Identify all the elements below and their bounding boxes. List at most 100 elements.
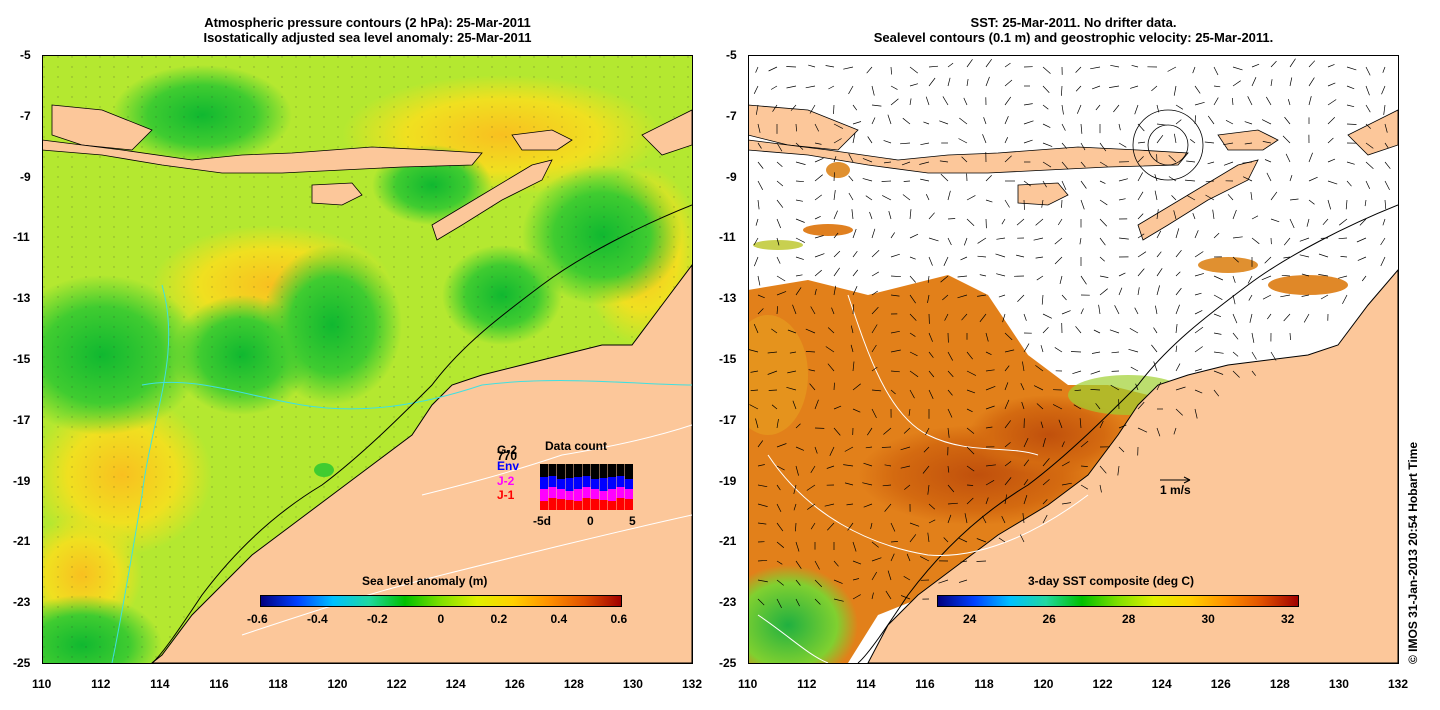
- left-title-line2: Isostatically adjusted sea level anomaly…: [203, 30, 532, 45]
- inset-bar-segment: [616, 487, 625, 498]
- velocity-vector: [1327, 99, 1337, 106]
- velocity-vector: [925, 194, 930, 201]
- velocity-vector: [1232, 66, 1243, 71]
- velocity-vector: [1267, 313, 1272, 320]
- velocity-vector: [1338, 218, 1348, 226]
- velocity-vector: [1137, 251, 1147, 258]
- velocity-vector: [795, 274, 803, 277]
- velocity-vector: [901, 161, 911, 166]
- velocity-vector: [1346, 85, 1355, 90]
- sealevel-contour: [847, 294, 1039, 456]
- inset-bar-segment: [540, 489, 548, 501]
- velocity-vector: [852, 228, 857, 239]
- velocity-vector: [833, 267, 840, 277]
- velocity-vector: [1365, 180, 1371, 189]
- velocity-vector: [776, 418, 779, 429]
- velocity-vector: [1128, 348, 1139, 353]
- y-axis-tick-label: -7: [20, 108, 31, 123]
- inset-bar-segment: [540, 477, 548, 489]
- velocity-vector: [947, 465, 950, 473]
- x-axis-tick-label: 122: [386, 677, 407, 691]
- velocity-vector: [1194, 101, 1205, 106]
- velocity-vector: [1004, 477, 1012, 486]
- x-axis-tick-label: 118: [268, 677, 288, 691]
- velocity-vector: [888, 211, 892, 220]
- velocity-vector: [1327, 64, 1335, 68]
- velocity-vector: [1099, 180, 1106, 184]
- velocity-vector: [1299, 254, 1310, 258]
- velocity-vector: [1156, 381, 1162, 391]
- velocity-vector: [1175, 363, 1181, 372]
- y-axis-tick-label: -23: [719, 595, 737, 610]
- scale-arrow-label: 1 m/s: [1160, 483, 1191, 497]
- velocity-vector: [1184, 179, 1196, 182]
- velocity-vector: [828, 85, 835, 90]
- velocity-vector: [1004, 116, 1009, 125]
- sst-map-panel[interactable]: [748, 55, 1398, 663]
- velocity-vector: [882, 484, 892, 487]
- velocity-vector: [1289, 198, 1299, 201]
- velocity-vector: [1156, 104, 1160, 113]
- velocity-vector: [848, 175, 854, 182]
- y-axis-tick-label: -19: [13, 473, 31, 488]
- sla-map-panel[interactable]: [42, 55, 692, 663]
- right-title: SST: 25-Mar-2011. No drifter data. Seale…: [746, 15, 1401, 45]
- velocity-vector: [1023, 343, 1030, 353]
- velocity-vector: [1109, 85, 1120, 88]
- timor-island: [431, 159, 553, 241]
- y-axis-tick-label: -21: [13, 534, 31, 549]
- sst-patch: [748, 315, 808, 435]
- velocity-vector: [881, 446, 892, 448]
- velocity-vector: [1175, 249, 1182, 258]
- velocity-vector: [985, 199, 993, 203]
- velocity-vector: [1194, 368, 1202, 372]
- inset-bar-segment: [548, 498, 557, 510]
- velocity-vector: [966, 427, 975, 434]
- velocity-vector: [1023, 437, 1029, 448]
- velocity-vector: [1075, 326, 1082, 334]
- velocity-vector: [805, 85, 816, 89]
- velocity-vector: [1023, 120, 1034, 125]
- velocity-vector: [1017, 294, 1025, 303]
- velocity-vector: [833, 560, 839, 567]
- velocity-vector: [1213, 85, 1221, 88]
- velocity-vector: [942, 96, 949, 106]
- velocity-vector: [1232, 332, 1239, 340]
- sst-fragment: [753, 240, 803, 250]
- velocity-vector: [1189, 139, 1196, 144]
- velocity-vector: [757, 275, 761, 286]
- velocity-vector: [1264, 256, 1272, 264]
- velocity-vector: [1194, 408, 1198, 419]
- inset-bar-segment: [599, 464, 608, 478]
- velocity-vector: [998, 294, 1006, 298]
- velocity-vector: [1061, 294, 1067, 301]
- velocity-vector: [1327, 137, 1334, 144]
- velocity-vector: [920, 178, 930, 182]
- velocity-vector: [1004, 349, 1015, 353]
- velocity-vector: [963, 97, 968, 106]
- velocity-vector: [966, 497, 974, 505]
- velocity-vector: [890, 349, 901, 353]
- velocity-vector: [947, 427, 950, 438]
- velocity-vector: [1040, 345, 1044, 353]
- velocity-vector: [806, 484, 816, 491]
- velocity-vector: [1213, 232, 1220, 239]
- velocity-vector: [862, 482, 873, 486]
- velocity-vector: [1099, 275, 1109, 278]
- velocity-vector: [1261, 119, 1272, 125]
- velocity-vector: [947, 190, 951, 201]
- velocity-vector: [1265, 96, 1272, 106]
- sst-colorbar-label: 3-day SST composite (deg C): [1028, 574, 1195, 588]
- velocity-vector: [833, 172, 835, 182]
- velocity-vector: [1381, 85, 1386, 95]
- velocity-vector: [757, 123, 761, 133]
- velocity-vector: [871, 249, 880, 258]
- inset-bar-segment: [625, 489, 633, 499]
- velocity-vector: [1301, 273, 1310, 277]
- velocity-vector: [939, 120, 949, 125]
- velocity-vector: [1357, 256, 1367, 261]
- velocity-vector: [1129, 85, 1139, 89]
- velocity-vector: [787, 370, 797, 374]
- velocity-vector: [1299, 237, 1310, 242]
- velocity-vector: [753, 323, 759, 334]
